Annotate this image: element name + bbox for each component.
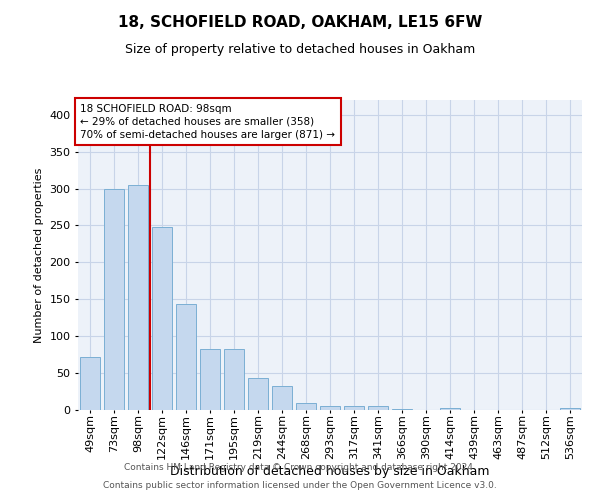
Bar bbox=[392, 408, 412, 410]
Text: 18 SCHOFIELD ROAD: 98sqm
← 29% of detached houses are smaller (358)
70% of semi-: 18 SCHOFIELD ROAD: 98sqm ← 29% of detach… bbox=[80, 104, 335, 140]
Bar bbox=[128, 185, 148, 410]
Bar bbox=[560, 408, 580, 410]
Bar bbox=[440, 408, 460, 410]
Bar bbox=[272, 386, 292, 410]
Bar bbox=[320, 406, 340, 410]
Bar bbox=[104, 188, 124, 410]
Bar bbox=[200, 348, 220, 410]
Text: 18, SCHOFIELD ROAD, OAKHAM, LE15 6FW: 18, SCHOFIELD ROAD, OAKHAM, LE15 6FW bbox=[118, 15, 482, 30]
Bar bbox=[152, 227, 172, 410]
Bar bbox=[176, 304, 196, 410]
Bar bbox=[368, 406, 388, 410]
Text: Contains public sector information licensed under the Open Government Licence v3: Contains public sector information licen… bbox=[103, 481, 497, 490]
Text: Contains HM Land Registry data © Crown copyright and database right 2024.: Contains HM Land Registry data © Crown c… bbox=[124, 464, 476, 472]
Bar bbox=[80, 357, 100, 410]
Bar bbox=[344, 406, 364, 410]
Bar bbox=[296, 404, 316, 410]
X-axis label: Distribution of detached houses by size in Oakham: Distribution of detached houses by size … bbox=[170, 465, 490, 478]
Bar bbox=[248, 378, 268, 410]
Text: Size of property relative to detached houses in Oakham: Size of property relative to detached ho… bbox=[125, 42, 475, 56]
Y-axis label: Number of detached properties: Number of detached properties bbox=[34, 168, 44, 342]
Bar bbox=[224, 348, 244, 410]
